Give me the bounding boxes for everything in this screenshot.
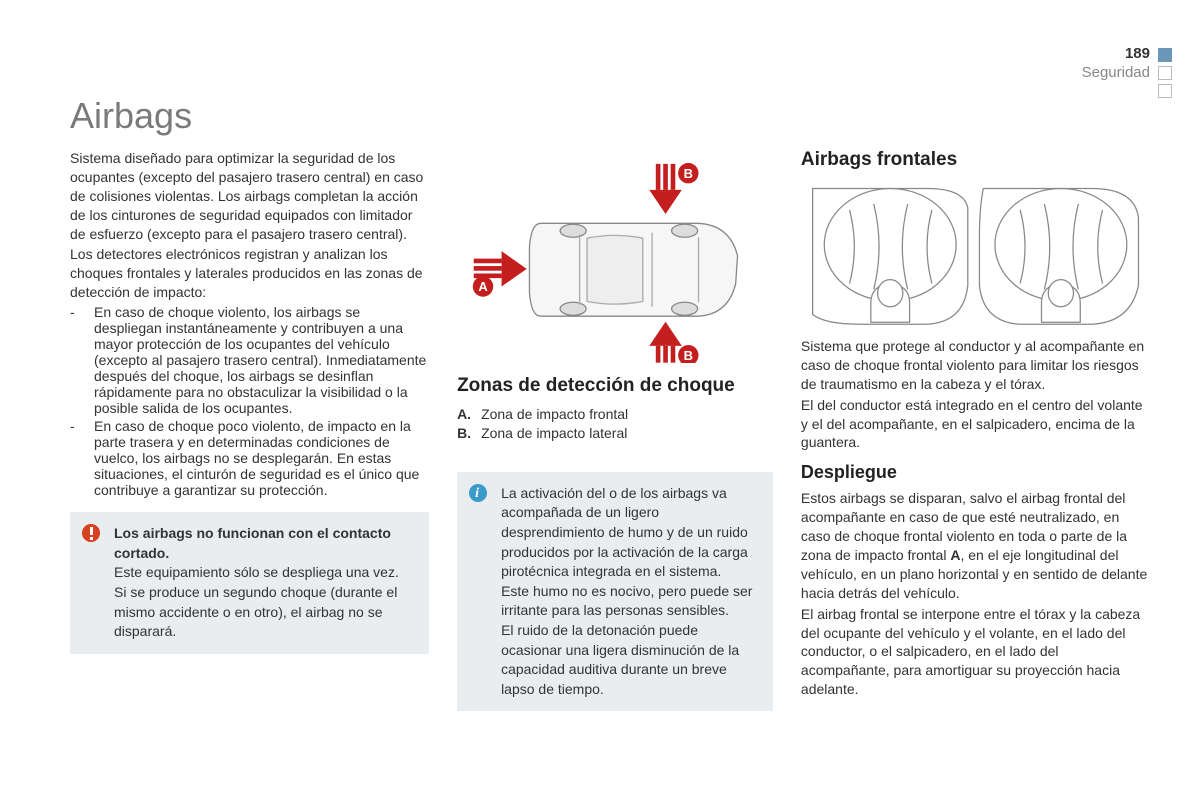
tab-indicator [1158, 48, 1172, 98]
deploy-zone-a-ref: A [950, 547, 960, 563]
label-b-bottom: B [684, 348, 693, 363]
info-callout: La activación del o de los airbags va ac… [457, 472, 773, 712]
content-columns: Sistema diseñado para optimizar la segur… [70, 149, 1150, 711]
frontal-airbags-illustration [801, 169, 1150, 334]
warning-callout: Los airbags no funcionan con el contacto… [70, 512, 429, 654]
zone-a-text: Zona de impacto frontal [481, 405, 628, 425]
info-p3: El ruido de la detonación puede ocasiona… [501, 621, 759, 699]
deploy-p1: Estos airbags se disparan, salvo el airb… [801, 489, 1150, 602]
impact-zones-diagram: A B B [457, 149, 773, 363]
label-a: A [478, 279, 488, 294]
page-number: 189 [1082, 45, 1150, 62]
info-p2: Este humo no es nocivo, pero puede ser i… [501, 582, 759, 621]
section-label: Seguridad [1082, 64, 1150, 81]
bullet-dash: - [70, 418, 94, 498]
deploy-heading: Despliegue [801, 462, 1150, 483]
bullet-text: En caso de choque violento, los airbags … [94, 304, 429, 416]
warning-icon [82, 524, 100, 542]
zone-b-text: Zona de impacto lateral [481, 424, 627, 444]
info-icon [469, 484, 487, 502]
zones-heading: Zonas de detección de choque [457, 375, 773, 397]
zone-a-label: A. [457, 405, 481, 425]
column-2: A B B Zonas de detección de choque A. [457, 149, 773, 711]
label-b-top: B [684, 166, 693, 181]
bullet-dash: - [70, 304, 94, 416]
bullet-item-2: - En caso de choque poco violento, de im… [70, 418, 429, 498]
zone-b: B. Zona de impacto lateral [457, 424, 773, 444]
front-p2: El del conductor está integrado en el ce… [801, 396, 1150, 453]
column-1: Sistema diseñado para optimizar la segur… [70, 149, 429, 711]
zone-a: A. Zona de impacto frontal [457, 405, 773, 425]
warning-bold: Los airbags no funcionan con el contacto… [114, 524, 415, 563]
info-p1: La activación del o de los airbags va ac… [501, 484, 759, 582]
tab-marker [1158, 84, 1172, 98]
deploy-p2: El airbag frontal se interpone entre el … [801, 605, 1150, 699]
warning-text: Este equipamiento sólo se despliega una … [114, 563, 415, 641]
frontal-heading: Airbags frontales [801, 149, 1150, 171]
column-3: Airbags frontales Sistema que prote [801, 149, 1150, 711]
tab-marker-active [1158, 48, 1172, 62]
intro-paragraph-1: Sistema diseñado para optimizar la segur… [70, 149, 429, 243]
page-header: 189 Seguridad [1082, 45, 1150, 81]
front-p1: Sistema que protege al conductor y al ac… [801, 337, 1150, 394]
bullet-text: En caso de choque poco violento, de impa… [94, 418, 429, 498]
bullet-item-1: - En caso de choque violento, los airbag… [70, 304, 429, 416]
page-title: Airbags [70, 95, 1150, 137]
tab-marker [1158, 66, 1172, 80]
intro-paragraph-2: Los detectores electrónicos registran y … [70, 245, 429, 302]
zone-b-label: B. [457, 424, 481, 444]
